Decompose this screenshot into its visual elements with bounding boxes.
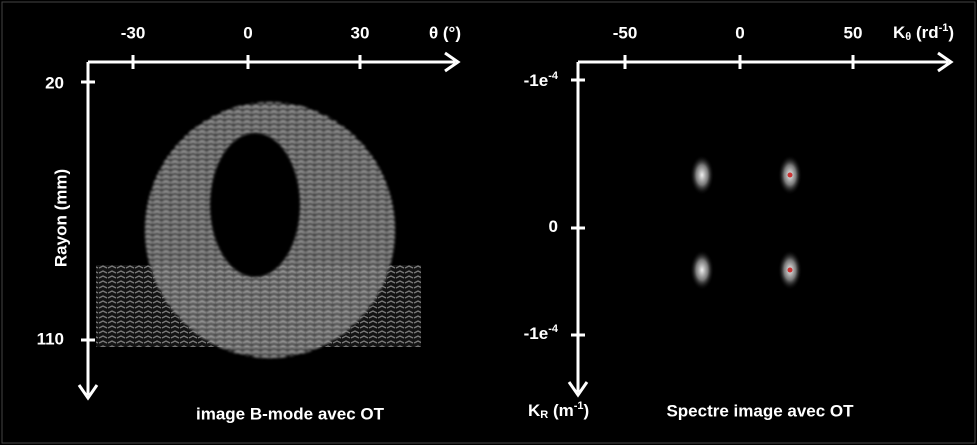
label-part: R bbox=[540, 409, 548, 421]
label-part: K bbox=[528, 401, 541, 420]
left-axes bbox=[77, 51, 461, 401]
label-part: 0 bbox=[549, 217, 558, 236]
x-axis-label: Kθ (rd-1) bbox=[893, 22, 954, 43]
label-part: ) bbox=[948, 23, 954, 42]
caption: Spectre image avec OT bbox=[666, 401, 854, 420]
x-axis-label: θ (°) bbox=[429, 23, 461, 42]
label-part: ) bbox=[584, 401, 590, 420]
label-part: -1 bbox=[939, 22, 949, 34]
caption: image B-mode avec OT bbox=[196, 404, 385, 423]
b-mode-image bbox=[96, 102, 421, 358]
x-tick-label: -50 bbox=[613, 23, 638, 42]
label-part: -4 bbox=[548, 323, 559, 335]
y-axis-label: Rayon (mm) bbox=[51, 169, 70, 267]
y-tick-label: 110 bbox=[37, 329, 64, 348]
right-axes bbox=[567, 51, 954, 398]
label-part: -4 bbox=[548, 70, 559, 82]
label-part: θ bbox=[905, 31, 911, 43]
x-tick-label: 50 bbox=[844, 23, 863, 42]
x-tick-label: 0 bbox=[243, 23, 252, 42]
label-part: K bbox=[893, 23, 906, 42]
label-part: -1e bbox=[524, 324, 549, 343]
label-part: (m bbox=[548, 401, 574, 420]
label-part: -1 bbox=[574, 400, 584, 412]
x-tick-label: -30 bbox=[121, 23, 146, 42]
y-tick-label: 0 bbox=[549, 217, 558, 236]
y-tick-label: -1e-4 bbox=[524, 70, 559, 91]
y-axis-label: KR (m-1) bbox=[528, 400, 589, 421]
y-tick-label: -1e-4 bbox=[524, 323, 559, 344]
x-tick-label: 0 bbox=[735, 23, 744, 42]
y-tick-label: 20 bbox=[45, 73, 64, 92]
label-part: (rd bbox=[911, 23, 938, 42]
spectrum-image bbox=[690, 155, 802, 290]
x-tick-label: 30 bbox=[351, 23, 370, 42]
label-part: -1e bbox=[524, 71, 549, 90]
